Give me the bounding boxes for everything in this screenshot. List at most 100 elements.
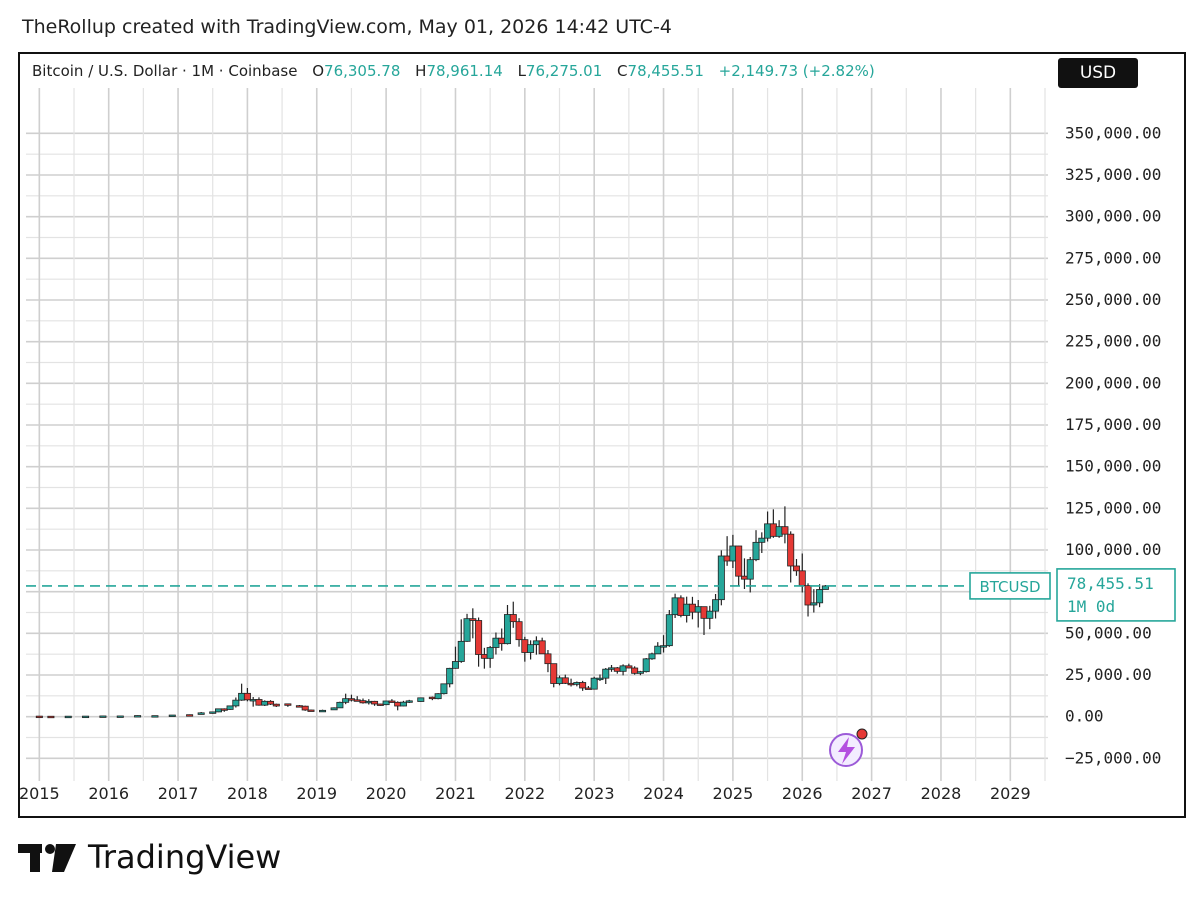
- candle: [232, 697, 240, 708]
- candle-body-up: [486, 647, 494, 659]
- candle-body-up: [116, 715, 124, 718]
- tradingview-logo-icon: [18, 844, 76, 872]
- candle-body-up: [671, 597, 679, 616]
- candle: [388, 699, 396, 703]
- candle-body-down: [509, 614, 517, 623]
- candle: [82, 715, 90, 719]
- candle: [347, 694, 355, 702]
- candle: [758, 532, 766, 553]
- candle: [284, 703, 292, 707]
- candle-body-down: [538, 640, 546, 655]
- candle-body-up: [775, 526, 783, 537]
- candle: [498, 628, 506, 651]
- currency-button[interactable]: USD: [1058, 58, 1138, 88]
- last-price-tag[interactable]: BTCUSD 78,455.51 1M 0d: [969, 568, 1176, 622]
- chart-axes: −25,000.00 0.00 25,000.00 50,000.00 100,000.…: [19, 123, 1161, 803]
- x-tick-label: 2016: [88, 784, 129, 803]
- candle: [723, 536, 731, 566]
- tradingview-brand[interactable]: TradingView: [18, 838, 281, 876]
- candle: [810, 589, 818, 613]
- candle-body-up: [608, 667, 616, 670]
- candle: [740, 558, 748, 589]
- high-value: 78,961.14: [426, 62, 503, 80]
- candle-body-up: [712, 599, 720, 612]
- x-tick-label: 2021: [435, 784, 476, 803]
- candle-body-down: [625, 665, 633, 669]
- candle: [584, 686, 592, 690]
- candle-body-down: [475, 620, 483, 655]
- y-tick-label: −25,000.00: [1065, 748, 1161, 767]
- candle: [99, 715, 107, 718]
- candle-body-down: [498, 637, 506, 645]
- candle-body-down: [394, 701, 402, 707]
- candle: [47, 715, 55, 719]
- candle: [359, 698, 367, 704]
- candle-body-up: [451, 661, 459, 669]
- candle-body-up: [717, 555, 725, 601]
- candle: [215, 708, 223, 713]
- y-tick-label: 225,000.00: [1065, 332, 1161, 351]
- candle-body-down: [353, 699, 361, 702]
- brand-name: TradingView: [88, 838, 282, 876]
- candle: [428, 696, 436, 701]
- candle: [492, 632, 500, 655]
- candle: [787, 531, 795, 583]
- candle-body-up: [261, 700, 269, 706]
- candle: [700, 606, 708, 635]
- candle-body-down: [521, 639, 529, 653]
- candle-body-down: [480, 654, 488, 659]
- chart-caption: TheRollup created with TradingView.com, …: [22, 16, 672, 38]
- candle-body-down: [301, 705, 309, 711]
- candles: [35, 506, 829, 719]
- symbol-tag-label: BTCUSD: [979, 578, 1040, 596]
- candle-body-down: [798, 570, 806, 587]
- candle-body-down: [769, 523, 777, 537]
- candle-body-down: [584, 687, 592, 690]
- candle: [694, 600, 702, 628]
- candle-body-down: [579, 682, 587, 689]
- candle-body-up: [816, 589, 824, 604]
- candle-body-up: [336, 701, 344, 709]
- candle: [544, 650, 552, 673]
- candle: [353, 696, 361, 702]
- price-tag-value: 78,455.51: [1067, 574, 1154, 593]
- candle-body-down: [243, 692, 251, 701]
- candle-body-up: [342, 698, 350, 703]
- candle-body-up: [417, 697, 425, 702]
- candle-body-down: [35, 715, 43, 719]
- candle-body-up: [648, 653, 656, 660]
- x-tick-label: 2022: [504, 784, 545, 803]
- y-tick-label: 325,000.00: [1065, 165, 1161, 184]
- candle-body-up: [642, 658, 650, 673]
- alert-icon-dot: [856, 728, 868, 740]
- candle: [527, 640, 535, 660]
- symbol-tag-box: [969, 572, 1051, 600]
- candle: [486, 646, 494, 668]
- candle-body-up: [527, 644, 535, 653]
- candle-body-up: [382, 700, 390, 706]
- candle: [642, 658, 650, 673]
- candle: [226, 705, 234, 710]
- lightning-bolt-icon[interactable]: [829, 728, 868, 767]
- candle: [336, 701, 344, 709]
- candle-body-up: [209, 711, 217, 714]
- candle: [821, 585, 829, 590]
- candle: [417, 697, 425, 702]
- symbol-title[interactable]: Bitcoin / U.S. Dollar · 1M · Coinbase: [32, 62, 298, 80]
- candle: [688, 596, 696, 620]
- candle-body-down: [47, 715, 55, 719]
- candle-body-up: [532, 640, 540, 646]
- candle-body-up: [764, 523, 772, 539]
- candle: [567, 678, 575, 687]
- candle: [677, 595, 685, 618]
- candle-body-down: [220, 708, 228, 711]
- candle: [619, 664, 627, 676]
- candle-body-down: [376, 703, 384, 706]
- candle-body-down: [688, 603, 696, 613]
- candle: [116, 715, 124, 718]
- candle-body-down: [677, 597, 685, 616]
- candle-body-up: [365, 700, 373, 704]
- candle-body-down: [740, 575, 748, 580]
- candle-body-down: [186, 714, 194, 717]
